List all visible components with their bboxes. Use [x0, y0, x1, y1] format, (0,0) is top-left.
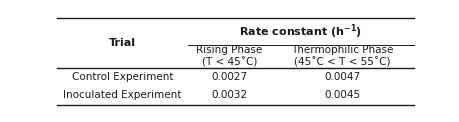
Text: Inoculated Experiment: Inoculated Experiment [63, 90, 181, 100]
Text: 0.0032: 0.0032 [211, 90, 247, 100]
Text: 0.0047: 0.0047 [324, 72, 360, 82]
Text: 0.0045: 0.0045 [324, 90, 360, 100]
Text: Trial: Trial [109, 38, 135, 48]
Text: 0.0027: 0.0027 [211, 72, 247, 82]
Text: Control Experiment: Control Experiment [72, 72, 173, 82]
Text: Rising Phase
(T < 45˚C): Rising Phase (T < 45˚C) [196, 45, 262, 67]
Text: Rate constant ($\mathbf{h^{-1}}$): Rate constant ($\mathbf{h^{-1}}$) [239, 22, 362, 41]
Text: Thermophilic Phase
(45˚C < T < 55˚C): Thermophilic Phase (45˚C < T < 55˚C) [291, 45, 393, 67]
